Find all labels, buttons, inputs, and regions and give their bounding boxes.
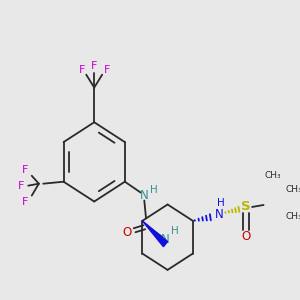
Text: F: F [91,61,98,71]
Text: CH₃: CH₃ [285,184,300,194]
Text: H: H [171,226,179,236]
Text: N: N [215,208,224,221]
Text: F: F [103,65,110,75]
Text: O: O [122,226,131,239]
Text: F: F [22,196,28,206]
Text: F: F [22,165,28,175]
Text: F: F [79,65,85,75]
Text: F: F [18,181,24,191]
Text: S: S [241,200,251,214]
Polygon shape [142,221,168,247]
Text: CH₃: CH₃ [285,212,300,221]
Text: O: O [241,230,250,243]
Text: H: H [150,184,158,195]
Text: N: N [161,233,170,246]
Text: H: H [217,198,225,208]
Text: CH₃: CH₃ [264,171,281,180]
Text: N: N [140,189,149,202]
